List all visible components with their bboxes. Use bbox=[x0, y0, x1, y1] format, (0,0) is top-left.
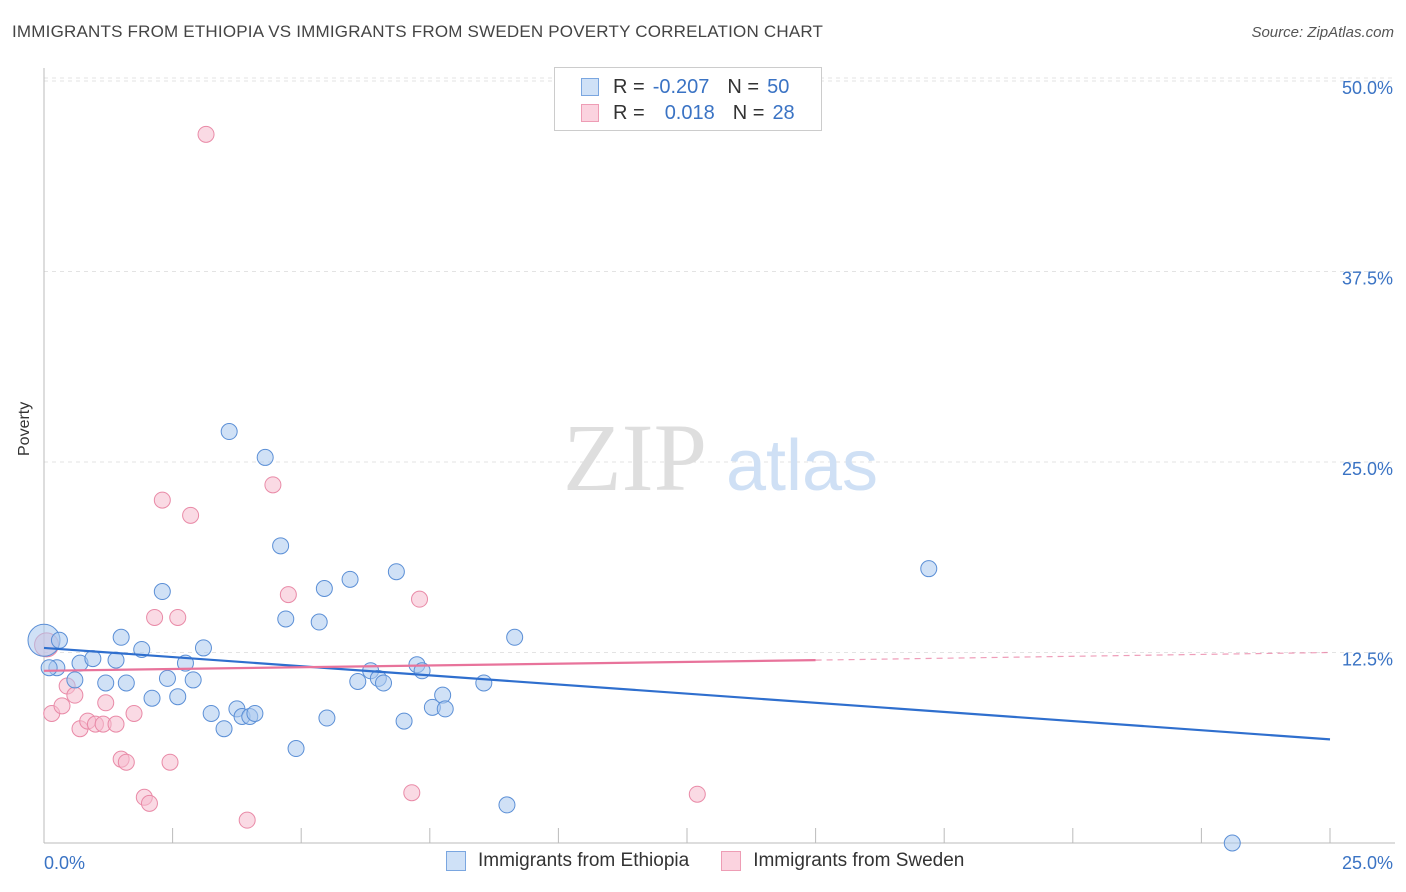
r-label: R = bbox=[613, 101, 645, 124]
data-point-sweden bbox=[238, 811, 256, 829]
data-point-ethiopia bbox=[184, 671, 202, 689]
data-point-sweden bbox=[146, 608, 164, 626]
data-point-sweden bbox=[688, 785, 706, 803]
data-point-ethiopia bbox=[84, 650, 102, 668]
y-tick-label: 50.0% bbox=[1342, 78, 1393, 98]
data-point-ethiopia bbox=[153, 583, 171, 601]
data-point-ethiopia bbox=[97, 674, 115, 692]
watermark-atlas: atlas bbox=[726, 426, 878, 506]
source-label: Source: ZipAtlas.com bbox=[1251, 24, 1394, 41]
data-point-ethiopia bbox=[50, 631, 68, 649]
data-point-sweden bbox=[153, 491, 171, 509]
data-point-ethiopia bbox=[272, 537, 290, 555]
data-point-ethiopia bbox=[349, 672, 367, 690]
data-point-ethiopia bbox=[475, 674, 493, 692]
legend-item-ethiopia[interactable]: Immigrants from Ethiopia bbox=[446, 850, 689, 872]
data-point-sweden bbox=[403, 784, 421, 802]
r-value: -0.207 bbox=[652, 75, 710, 98]
data-point-ethiopia bbox=[246, 704, 264, 722]
data-point-ethiopia bbox=[387, 563, 405, 581]
data-point-ethiopia bbox=[194, 639, 212, 657]
data-point-ethiopia bbox=[434, 686, 452, 704]
data-point-ethiopia bbox=[133, 640, 151, 658]
x-tick-label: 25.0% bbox=[1342, 853, 1393, 873]
n-label: N = bbox=[732, 101, 765, 124]
stats-row-ethiopia: R = -0.207 N = 50 bbox=[581, 75, 789, 99]
data-point-ethiopia bbox=[117, 674, 135, 692]
n-label: N = bbox=[727, 75, 760, 98]
data-point-ethiopia bbox=[215, 720, 233, 738]
series-legend: Immigrants from Ethiopia Immigrants from… bbox=[446, 850, 996, 872]
data-point-ethiopia bbox=[169, 688, 187, 706]
r-value: 0.018 bbox=[664, 101, 715, 124]
data-point-ethiopia bbox=[498, 796, 516, 814]
data-point-ethiopia bbox=[1223, 834, 1241, 852]
data-point-sweden bbox=[197, 125, 215, 143]
data-point-sweden bbox=[169, 608, 187, 626]
ethiopia-swatch bbox=[581, 78, 599, 96]
trend-line-ethiopia bbox=[43, 646, 1331, 741]
data-point-sweden bbox=[97, 694, 115, 712]
data-point-ethiopia bbox=[375, 674, 393, 692]
data-point-sweden bbox=[107, 715, 125, 733]
x-tick-label: 0.0% bbox=[44, 853, 85, 873]
data-point-ethiopia bbox=[112, 628, 130, 646]
data-point-ethiopia bbox=[341, 570, 359, 588]
data-point-sweden bbox=[264, 476, 282, 494]
legend-item-sweden[interactable]: Immigrants from Sweden bbox=[721, 850, 964, 872]
data-point-ethiopia bbox=[310, 613, 328, 631]
data-point-sweden bbox=[161, 753, 179, 771]
tick-labels: 12.5% 25.0% 37.5% 50.0% 0.0% 25.0% bbox=[44, 78, 1393, 873]
stats-legend: R = -0.207 N = 50 R = 0.018 N = 28 bbox=[554, 67, 822, 131]
watermark-zip: ZIP bbox=[563, 404, 707, 511]
trend-line-sweden bbox=[43, 659, 816, 672]
trend-line-sweden-extension bbox=[815, 651, 1331, 661]
data-point-ethiopia bbox=[66, 671, 84, 689]
data-point-sweden bbox=[279, 586, 297, 604]
grid-lines bbox=[44, 77, 1395, 653]
n-value: 50 bbox=[767, 75, 790, 98]
watermark: ZIP atlas bbox=[563, 404, 878, 511]
legend-label: Immigrants from Sweden bbox=[753, 850, 965, 871]
data-point-ethiopia bbox=[436, 700, 454, 718]
y-tick-label: 37.5% bbox=[1342, 269, 1393, 289]
y-tick-label: 25.0% bbox=[1342, 459, 1393, 479]
data-point-ethiopia bbox=[277, 610, 295, 628]
data-point-sweden bbox=[411, 590, 429, 608]
n-value: 28 bbox=[772, 101, 795, 124]
data-point-ethiopia bbox=[158, 669, 176, 687]
data-point-ethiopia bbox=[220, 423, 238, 441]
data-point-sweden bbox=[140, 794, 158, 812]
data-point-ethiopia bbox=[920, 560, 938, 578]
axes bbox=[43, 68, 1395, 844]
legend-label: Immigrants from Ethiopia bbox=[478, 850, 690, 871]
data-point-ethiopia bbox=[318, 709, 336, 727]
data-point-ethiopia bbox=[315, 579, 333, 597]
data-point-sweden bbox=[125, 704, 143, 722]
data-point-ethiopia bbox=[256, 448, 274, 466]
data-point-ethiopia bbox=[395, 712, 413, 730]
data-point-sweden bbox=[182, 506, 200, 524]
trend-lines bbox=[43, 646, 1331, 741]
sweden-swatch bbox=[721, 851, 742, 871]
ethiopia-points bbox=[27, 423, 1241, 852]
data-point-ethiopia bbox=[202, 704, 220, 722]
ethiopia-swatch bbox=[446, 851, 466, 871]
data-point-sweden bbox=[117, 753, 135, 771]
sweden-swatch bbox=[581, 104, 599, 122]
data-point-sweden bbox=[66, 686, 84, 704]
data-point-ethiopia bbox=[287, 740, 305, 758]
y-tick-label: 12.5% bbox=[1342, 650, 1393, 670]
sweden-points bbox=[34, 125, 706, 829]
data-point-ethiopia bbox=[143, 689, 161, 707]
stats-row-sweden: R = 0.018 N = 28 bbox=[581, 101, 795, 125]
r-label: R = bbox=[613, 75, 645, 98]
data-point-ethiopia bbox=[40, 659, 58, 677]
data-point-ethiopia bbox=[506, 628, 524, 646]
chart-title: IMMIGRANTS FROM ETHIOPIA VS IMMIGRANTS F… bbox=[12, 22, 824, 41]
data-point-sweden bbox=[53, 697, 71, 715]
